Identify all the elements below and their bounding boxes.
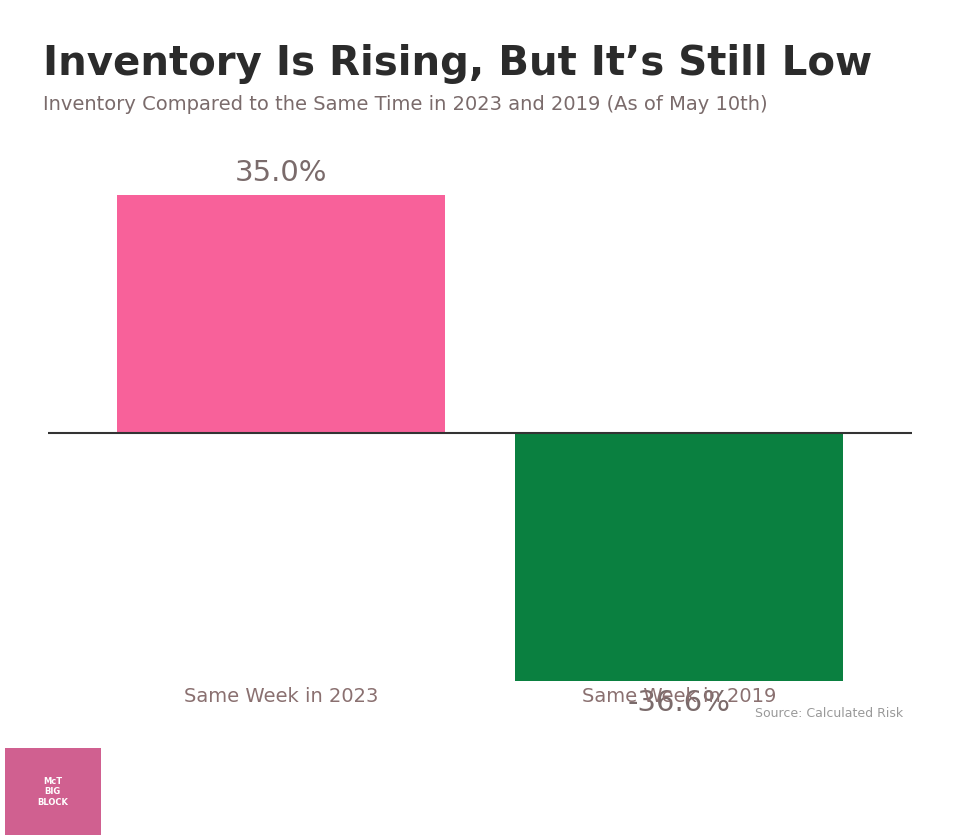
- Text: McT Real Estate Group: McT Real Estate Group: [130, 764, 379, 784]
- Text: Inventory Is Rising, But It’s Still Low: Inventory Is Rising, But It’s Still Low: [43, 45, 873, 84]
- Text: Inventory Compared to the Same Time in 2023 and 2019 (As of May 10th): Inventory Compared to the Same Time in 2…: [43, 95, 768, 114]
- Text: 35.0%: 35.0%: [235, 160, 327, 187]
- Text: 619-736-7003: 619-736-7003: [480, 764, 631, 784]
- Bar: [775, 806, 790, 822]
- Text: Same Week in 2023: Same Week in 2023: [184, 687, 378, 706]
- Text: Source: Calculated Risk: Source: Calculated Risk: [756, 707, 903, 721]
- Text: R: R: [851, 770, 887, 813]
- Text: Big Block Realty, Inc: Big Block Realty, Inc: [130, 801, 353, 821]
- Text: McT
BIG
BLOCK: McT BIG BLOCK: [37, 777, 68, 806]
- Text: -36.6%: -36.6%: [627, 689, 731, 717]
- Bar: [5, 748, 101, 835]
- Text: Same Week in 2019: Same Week in 2019: [582, 687, 776, 706]
- Bar: [515, 433, 843, 680]
- Bar: [117, 196, 445, 433]
- Bar: [761, 791, 804, 822]
- Text: mctrealestategroup.com: mctrealestategroup.com: [480, 801, 752, 821]
- Text: EQUAL HOUSING
OPPORTUNITY: EQUAL HOUSING OPPORTUNITY: [759, 838, 805, 840]
